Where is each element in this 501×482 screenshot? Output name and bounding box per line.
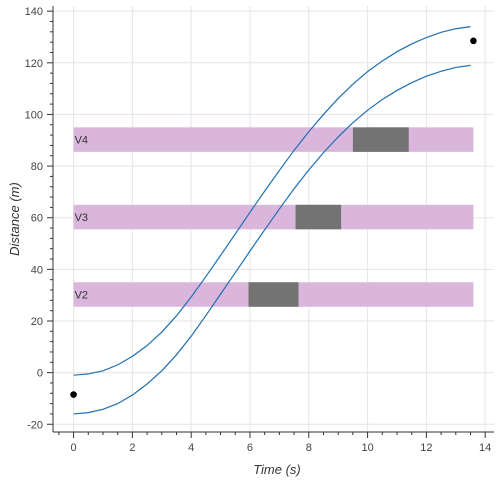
y-tick-label: 120 — [25, 58, 43, 70]
band-block — [352, 127, 409, 152]
x-tick-label: 4 — [188, 442, 194, 454]
series-line — [73, 64, 471, 415]
y-tick-label: 100 — [25, 109, 43, 121]
band-block — [248, 282, 299, 307]
data-point — [70, 391, 77, 398]
x-tick-label: 10 — [361, 442, 373, 454]
x-axis-label: Time (s) — [253, 462, 301, 477]
points — [70, 37, 477, 398]
x-tick-label: 6 — [247, 442, 253, 454]
x-tick-label: 2 — [129, 442, 135, 454]
y-tick-label: 80 — [31, 161, 43, 173]
band-block — [295, 204, 342, 230]
x-tick-label: 14 — [479, 442, 491, 454]
axes: 0 2 4 6 8 10 12 14 -20 0 20 40 60 80 100 120 140 — [25, 6, 494, 454]
x-tick-label: 8 — [306, 442, 312, 454]
series-line — [73, 26, 471, 376]
data-point — [470, 37, 477, 45]
x-tick-label: 12 — [420, 442, 432, 454]
y-axis-label: Distance (m) — [7, 182, 22, 256]
x-tick-label: 0 — [71, 442, 77, 454]
y-tick-label: 60 — [31, 213, 43, 225]
y-tick-label: 40 — [31, 264, 43, 276]
y-tick-label: 20 — [31, 316, 43, 328]
band-label: V4 — [75, 135, 88, 147]
band-label: V2 — [75, 290, 88, 302]
y-tick-label: 140 — [25, 6, 43, 18]
y-tick-label: 0 — [37, 368, 43, 380]
curves — [73, 26, 471, 415]
band-label: V3 — [75, 212, 88, 224]
y-tick-label: -20 — [27, 419, 43, 431]
band — [73, 127, 474, 152]
